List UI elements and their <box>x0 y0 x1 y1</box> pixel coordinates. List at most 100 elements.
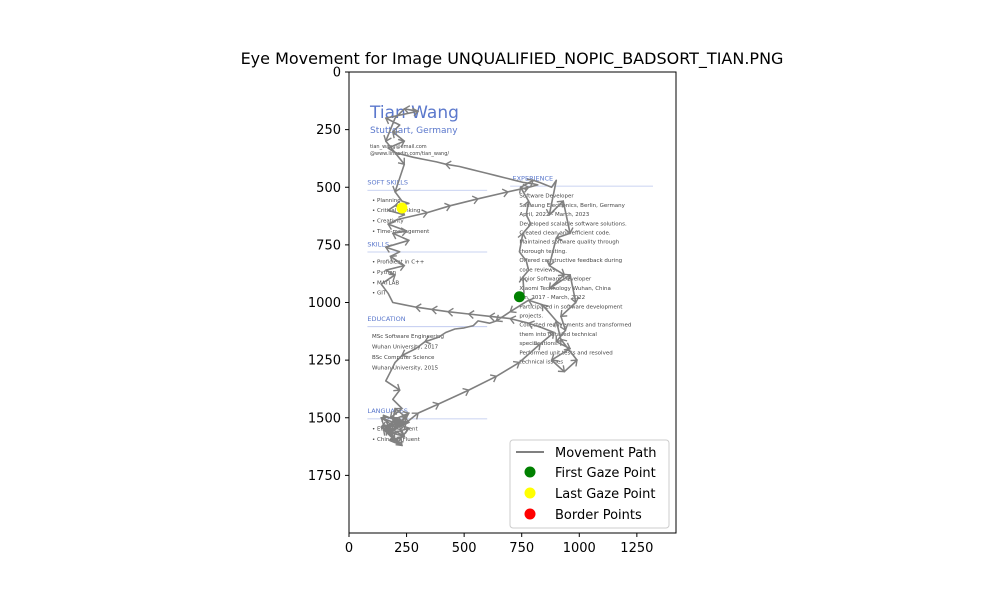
document-section-item: Performed unit tests and resolved <box>519 350 612 356</box>
document-section-item: Jan, 2017 - March, 2022 <box>518 295 585 301</box>
legend-border-points-label: Border Points <box>555 508 642 523</box>
movement-arrowhead <box>388 434 396 442</box>
movement-arrowhead <box>564 227 574 235</box>
movement-arrowhead <box>393 383 401 392</box>
document-section-item: thorough testing. <box>519 249 567 255</box>
document-section-item: Junior Software Developer <box>518 277 592 283</box>
movement-arrowhead <box>518 276 528 283</box>
document-section-item: Wuhan University, 2015 <box>372 365 439 371</box>
movement-arrowhead <box>533 343 541 351</box>
movement-arrowhead <box>388 273 396 282</box>
y-tick-label: 0 <box>333 66 341 81</box>
document-location: Stuttgart, Germany <box>370 126 458 136</box>
movement-arrowhead <box>394 407 402 415</box>
movement-arrowhead <box>501 188 509 198</box>
movement-arrowhead <box>541 303 549 312</box>
movement-arrowhead <box>392 185 401 193</box>
movement-arrowhead <box>550 353 559 362</box>
movement-arrowhead <box>462 387 470 397</box>
movement-arrowhead <box>518 186 527 194</box>
legend-frame <box>509 439 670 529</box>
legend-movement-path-label: Movement Path <box>555 446 657 461</box>
movement-arrowhead <box>384 244 393 253</box>
legend-border-points-swatch <box>524 508 536 520</box>
movement-arrowhead <box>403 105 411 115</box>
document-section-item: • Critical thinking <box>372 208 420 214</box>
legend-last-gaze-label: Last Gaze Point <box>555 487 655 502</box>
movement-arrowhead <box>556 200 564 208</box>
movement-arrowhead <box>467 310 475 320</box>
movement-path-layer <box>380 105 580 447</box>
movement-arrowhead <box>512 360 521 369</box>
document-section-heading: SKILLS <box>367 240 389 248</box>
document-section-item: Collected requirements and transformed <box>519 323 631 329</box>
movement-arrowhead <box>395 438 403 447</box>
document-section-item: Xiaomi Technology Wuhan, China <box>519 286 611 292</box>
movement-arrowhead <box>395 416 404 426</box>
document-section-item: April, 2022 - March, 2023 <box>519 212 589 218</box>
document-section-item: Offered constructive feedback during <box>519 258 622 264</box>
document-contact-email: tian_wang@email.com <box>370 144 427 150</box>
movement-arrowhead <box>402 237 410 246</box>
movement-arrowhead <box>393 416 402 425</box>
gaze-marker-layer <box>396 202 525 303</box>
movement-arrowhead <box>389 255 397 263</box>
movement-arrowhead <box>400 420 408 429</box>
movement-arrowhead <box>545 208 555 217</box>
document-section-heading: SOFT SKILLS <box>367 178 408 186</box>
movement-arrowhead <box>546 259 555 267</box>
document-section-item: • Creativity <box>372 219 404 225</box>
movement-arrowhead <box>563 342 572 351</box>
movement-arrowhead <box>526 178 535 187</box>
document-section-item: them into detailed technical <box>519 332 597 338</box>
document-section-item: BSc Computer Science <box>372 355 435 361</box>
movement-arrowhead <box>411 412 419 420</box>
movement-arrowhead <box>384 116 393 125</box>
y-tick-label: 1500 <box>308 411 341 426</box>
movement-arrowhead <box>432 401 440 410</box>
x-tick-label: 1250 <box>620 541 653 556</box>
movement-arrowhead <box>390 417 399 425</box>
movement-arrowhead <box>421 209 429 219</box>
movement-arrowhead <box>570 296 580 304</box>
document-section-item: • Planning <box>372 198 401 204</box>
movement-arrowhead <box>423 335 432 345</box>
movement-arrowhead <box>570 359 578 367</box>
movement-arrowhead <box>394 420 402 428</box>
movement-arrowhead <box>402 410 410 420</box>
movement-arrowhead <box>400 349 409 358</box>
y-tick-label: 1250 <box>308 354 341 369</box>
document-section-item: Maintained software quality through <box>519 240 619 246</box>
document-section-item: • MATLAB <box>372 280 399 286</box>
movement-arrowhead <box>385 428 393 436</box>
movement-arrowhead <box>552 319 562 328</box>
movement-arrowhead <box>393 418 401 428</box>
movement-arrowhead <box>517 232 527 240</box>
y-tick-label: 1750 <box>308 469 341 484</box>
movement-arrowhead <box>397 138 406 148</box>
movement-arrowhead <box>560 309 568 318</box>
x-tick-label: 750 <box>509 541 534 556</box>
document-section-item: • Python <box>372 270 397 276</box>
x-tick-label: 500 <box>452 541 477 556</box>
document-section-item: Created clean and efficient code. <box>519 231 610 237</box>
x-tick-label: 250 <box>394 541 419 556</box>
movement-arrowhead <box>397 157 405 166</box>
movement-arrowhead <box>489 374 498 383</box>
movement-arrowhead <box>488 312 496 322</box>
document-section-item: Developed scalable software solutions. <box>519 221 627 227</box>
document-section-heading: LANGUAGES <box>367 407 407 415</box>
document-section-item: MSc Software Engineering <box>372 334 444 340</box>
document-section-item: Samsung Electronics, Berlin, Germany <box>519 203 625 209</box>
legend-first-gaze-label: First Gaze Point <box>555 466 656 481</box>
movement-arrowhead <box>382 423 390 432</box>
chart-title: Eye Movement for Image UNQUALIFIED_NOPIC… <box>241 49 784 69</box>
movement-arrowhead <box>527 320 535 330</box>
document-section-item: projects. <box>519 313 543 319</box>
y-tick-label: 750 <box>316 238 341 253</box>
x-tick-label: 1000 <box>563 541 596 556</box>
document-section-item: Wuhan University, 2017 <box>372 345 439 351</box>
movement-arrowhead <box>560 338 568 346</box>
movement-arrowhead <box>444 160 452 170</box>
